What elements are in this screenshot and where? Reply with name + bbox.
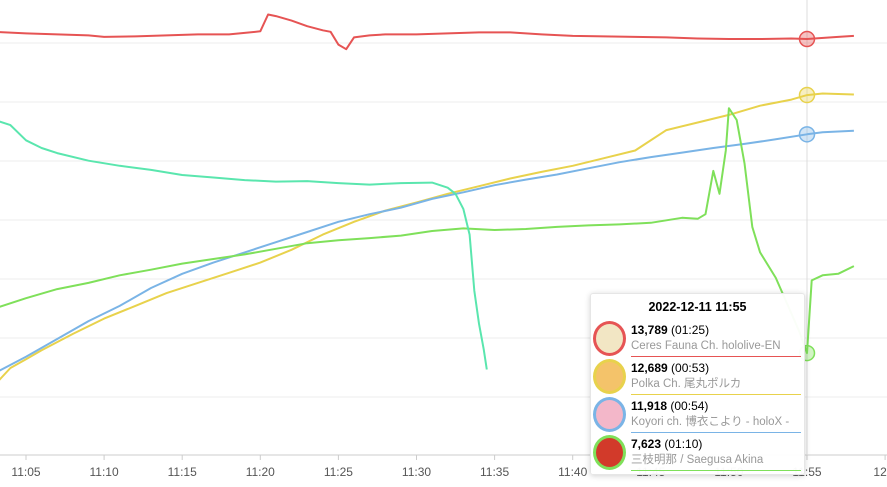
x-tick-label: 11:35 xyxy=(480,465,509,479)
avatar xyxy=(593,435,626,470)
series-color-underline xyxy=(631,394,801,395)
avatar xyxy=(593,397,626,432)
hover-point-2 xyxy=(798,126,816,143)
channel-name: Ceres Fauna Ch. hololive-EN xyxy=(631,340,781,352)
x-tick-label: 11:05 xyxy=(11,465,40,479)
x-tick-label: 11:40 xyxy=(558,465,587,479)
series-line-4[interactable] xyxy=(0,120,488,370)
tooltip-title: 2022-12-11 11:55 xyxy=(648,300,747,314)
x-tick-label: 11:15 xyxy=(168,465,197,479)
viewer-count: 11,918 xyxy=(631,399,668,413)
series-line-3[interactable] xyxy=(0,107,855,355)
series-color-underline xyxy=(631,356,801,357)
tooltip-entry-ceres-fauna[interactable]: 13,789 (01:25) Ceres Fauna Ch. hololive-… xyxy=(593,320,801,358)
stream-duration: (00:54) xyxy=(670,399,709,413)
x-tick-label: 11:30 xyxy=(402,465,431,479)
stream-duration: (01:25) xyxy=(671,323,710,337)
hover-tooltip: 2022-12-11 11:55 13,789 (01:25) Ceres Fa… xyxy=(590,293,805,475)
hover-point-0 xyxy=(798,30,816,48)
stream-duration: (00:53) xyxy=(671,361,710,375)
stream-duration: (01:10) xyxy=(664,437,703,451)
series-line-2[interactable] xyxy=(0,129,854,373)
viewer-count: 7,623 xyxy=(631,437,662,451)
hover-point-1 xyxy=(798,86,816,104)
viewer-count: 12,689 xyxy=(631,361,668,375)
series-group xyxy=(0,13,855,381)
grid-lines xyxy=(0,42,887,456)
series-color-underline xyxy=(631,432,801,433)
avatar xyxy=(593,359,626,394)
x-tick-label: 11:10 xyxy=(90,465,119,479)
tooltip-entry-koyori[interactable]: 11,918 (00:54) Koyori ch. 博衣こより - holoX … xyxy=(593,396,801,434)
x-tick-label: 11:25 xyxy=(324,465,353,479)
series-line-0[interactable] xyxy=(0,13,854,51)
channel-name: Polka Ch. 尾丸ポルカ xyxy=(631,378,742,390)
x-tick-label: 11:20 xyxy=(246,465,275,479)
tooltip-entry-saegusa-akina[interactable]: 7,623 (01:10) 三枝明那 / Saegusa Akina xyxy=(593,434,801,472)
series-color-underline xyxy=(631,470,801,471)
viewer-count: 13,789 xyxy=(631,323,668,337)
channel-name: 三枝明那 / Saegusa Akina xyxy=(631,454,764,466)
avatar xyxy=(593,321,626,356)
tooltip-entry-polka[interactable]: 12,689 (00:53) Polka Ch. 尾丸ポルカ xyxy=(593,358,801,396)
channel-name: Koyori ch. 博衣こより - holoX - xyxy=(631,416,790,428)
x-tick-label: 12:0 xyxy=(873,465,887,479)
